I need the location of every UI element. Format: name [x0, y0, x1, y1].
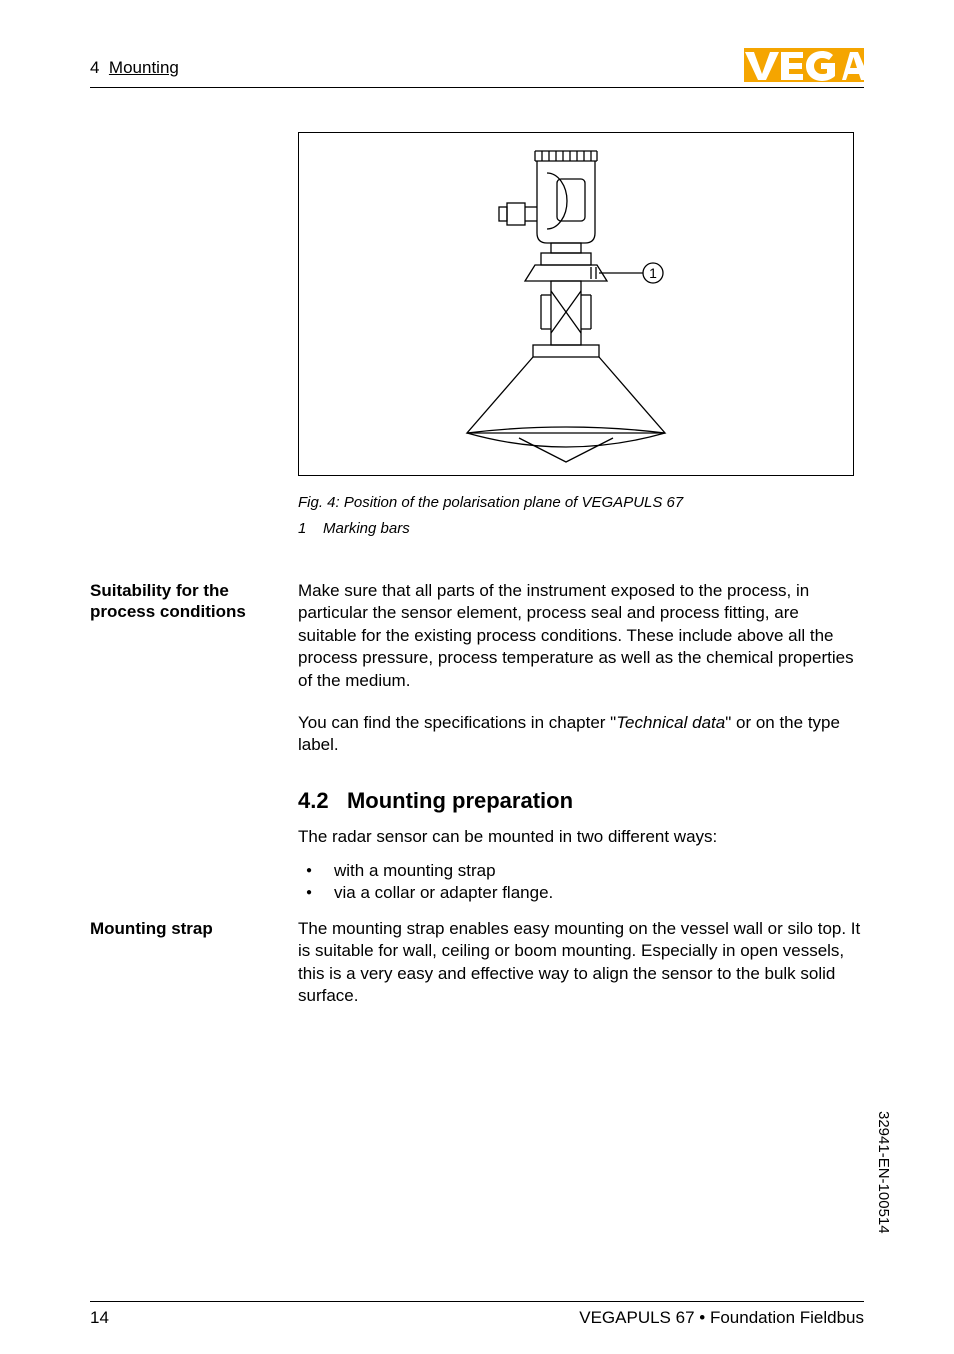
- figure-caption-sub-num: 1: [298, 520, 306, 537]
- page-footer: 14 VEGAPULS 67 • Foundation Fieldbus: [90, 1301, 864, 1308]
- page-header: 4 Mounting: [90, 58, 864, 88]
- label-mounting-strap: Mounting strap: [90, 918, 280, 939]
- heading-4-2-number: 4.2: [298, 788, 329, 813]
- para-suitability-1: Make sure that all parts of the instrume…: [298, 580, 862, 692]
- figure-4-diagram: 1: [299, 133, 855, 475]
- document-code: 32941-EN-100514: [875, 1111, 892, 1234]
- list-item: with a mounting strap: [306, 860, 862, 882]
- header-section-title: Mounting: [109, 58, 179, 77]
- figure-4-caption: Fig. 4: Position of the polarisation pla…: [298, 494, 854, 511]
- figure-caption-sub-text: Marking bars: [323, 520, 410, 537]
- heading-4-2: 4.2 Mounting preparation: [298, 786, 862, 815]
- footer-product: VEGAPULS 67 • Foundation Fieldbus: [579, 1308, 864, 1328]
- label-suitability: Suitability for the process conditions: [90, 580, 280, 623]
- figure-4-box: 1: [298, 132, 854, 476]
- para-suitability-2: You can find the specifications in chapt…: [298, 712, 862, 757]
- header-section: 4 Mounting: [90, 58, 179, 78]
- list-item: via a collar or adapter flange.: [306, 882, 862, 904]
- footer-page-number: 14: [90, 1308, 109, 1328]
- header-section-number: 4: [90, 58, 99, 77]
- para-42-intro: The radar sensor can be mounted in two d…: [298, 826, 862, 848]
- figure-4-caption-sub: 1 Marking bars: [298, 520, 854, 537]
- page: 4 Mounting: [0, 0, 954, 1354]
- vega-logo-icon: [744, 48, 864, 82]
- figure-callout-1: 1: [649, 265, 657, 281]
- para-mounting-strap: The mounting strap enables easy mounting…: [298, 918, 862, 1008]
- bullets-42: with a mounting strap via a collar or ad…: [298, 860, 862, 905]
- vega-logo: [744, 48, 864, 87]
- heading-4-2-title: Mounting preparation: [347, 788, 573, 813]
